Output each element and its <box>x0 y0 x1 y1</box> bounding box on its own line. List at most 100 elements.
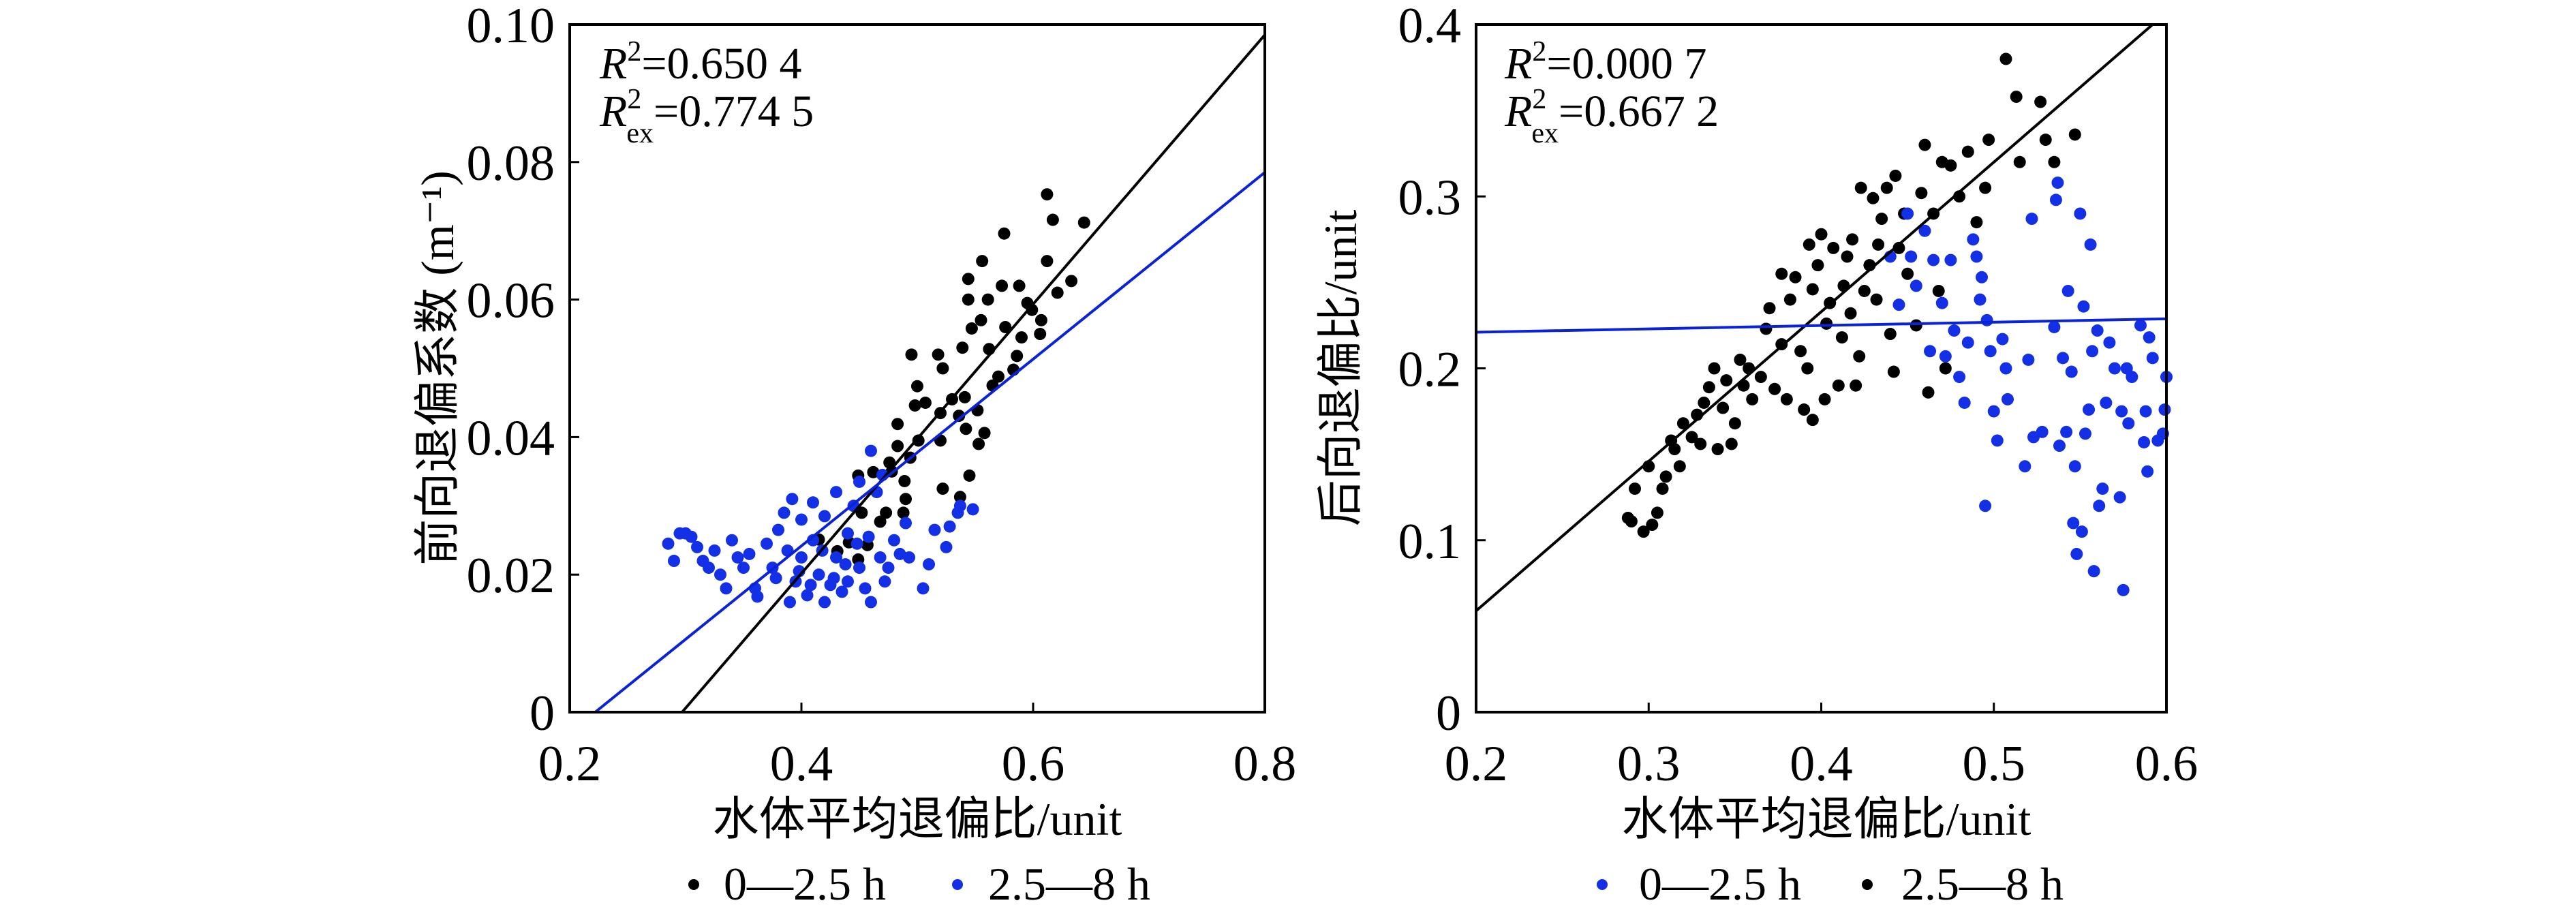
left-x-tick-label: 0.4 <box>770 736 833 792</box>
right-point-black-44 <box>1827 241 1840 254</box>
right-point-black-2 <box>1628 482 1641 495</box>
right-point-blue-4 <box>1910 279 1922 292</box>
left-point-blue-7 <box>703 562 715 574</box>
left-point-blue-8 <box>708 544 721 557</box>
left-point-blue-34 <box>830 486 842 499</box>
right-point-blue-35 <box>2053 440 2066 452</box>
right-point-blue-3 <box>1905 250 1918 263</box>
left-point-black-11 <box>981 293 994 306</box>
right-point-blue-11 <box>1948 324 1961 337</box>
right-point-blue-64 <box>2138 435 2151 448</box>
right-r2-annotation: R2=0.000 7 <box>1504 36 1707 89</box>
left-point-blue-66 <box>827 572 840 585</box>
left-point-blue-40 <box>853 475 865 488</box>
right-legend: 0—2.5 h 2.5—8 h <box>1597 858 2064 905</box>
left-fit-line-black <box>681 33 1265 712</box>
right-point-blue-42 <box>2070 547 2083 560</box>
right-point-black-17 <box>1702 381 1715 394</box>
right-point-black-59 <box>1892 241 1905 254</box>
right-point-blue-25 <box>1999 362 2012 375</box>
right-fit-line-blue_line <box>1476 317 2166 334</box>
left-point-blue-42 <box>862 530 875 543</box>
left-x-tick-label: 0.6 <box>1002 736 1065 792</box>
left-point-blue-12 <box>731 551 744 564</box>
right-point-black-46 <box>1835 331 1848 344</box>
right-point-black-70 <box>1944 159 1957 172</box>
left-point-black-28 <box>958 390 971 403</box>
right-point-black-80 <box>2039 134 2052 147</box>
right-point-black-35 <box>1789 271 1802 283</box>
right-point-blue-58 <box>2115 405 2128 418</box>
right-y-tick-label: 0.1 <box>1398 514 1462 570</box>
left-point-black-52 <box>880 506 893 519</box>
right-point-black-61 <box>1901 267 1914 280</box>
left-point-black-46 <box>936 482 949 495</box>
right-y-tick-label: 0.3 <box>1398 170 1462 226</box>
left-point-black-38 <box>912 434 925 447</box>
right-point-blue-63 <box>2134 319 2147 332</box>
left-point-blue-14 <box>743 547 756 560</box>
right-point-black-84 <box>1806 414 1819 427</box>
left-point-blue-4 <box>685 530 698 543</box>
left-x-tick-label: 0.8 <box>1233 736 1297 792</box>
left-point-black-14 <box>1034 313 1047 326</box>
left-point-blue-31 <box>818 510 831 523</box>
left-point-blue-56 <box>928 523 941 536</box>
right-point-blue-12 <box>1953 371 1966 384</box>
left-point-black-3 <box>998 227 1011 240</box>
left-point-black-50 <box>867 465 880 478</box>
right-point-blue-19 <box>1979 500 1992 512</box>
right-point-black-42 <box>1818 393 1831 405</box>
right-point-black-74 <box>1979 181 1992 194</box>
right-point-blue-61 <box>2122 417 2135 430</box>
right-point-black-37 <box>1798 403 1811 416</box>
right-point-black-56 <box>1880 181 1893 194</box>
left-point-blue-50 <box>888 534 900 547</box>
right-point-black-49 <box>1850 379 1862 392</box>
right-point-blue-41 <box>2068 460 2081 473</box>
right-x-tick-label: 0.6 <box>2135 736 2198 792</box>
right-point-blue-14 <box>1961 336 1974 349</box>
right-point-black-85 <box>1854 181 1867 194</box>
right-x-axis-title: 水体平均退偏比/unit <box>1622 793 2031 845</box>
right-point-black-3 <box>1637 525 1650 538</box>
right-point-blue-47 <box>2083 403 2096 416</box>
left-point-black-10 <box>1051 286 1064 299</box>
right-point-black-73 <box>1970 216 1983 229</box>
right-y-tick-label: 0 <box>1436 686 1461 741</box>
right-point-black-29 <box>1760 322 1773 335</box>
right-point-blue-18 <box>1976 271 1989 283</box>
left-point-blue-9 <box>714 568 726 581</box>
left-point-black-8 <box>996 279 1009 292</box>
right-point-blue-57 <box>2113 491 2126 504</box>
left-point-black-12 <box>962 293 975 306</box>
left-point-black-63 <box>1015 331 1028 344</box>
left-point-blue-69 <box>769 572 782 585</box>
left-point-black-48 <box>900 493 912 506</box>
left-y-tick-label: 0.04 <box>467 410 555 466</box>
right-point-black-12 <box>1676 417 1689 430</box>
left-chart: 0.2 0.4 0.6 0.8 0 0.02 0.04 0.06 0.08 0.10 R2=0.6… <box>412 0 1296 905</box>
left-point-black-19 <box>905 348 918 361</box>
right-ticks: 0.2 0.3 0.4 0.5 0.6 0 0.1 0.2 0.3 0.4 <box>1398 0 2198 792</box>
right-point-black-57 <box>1884 328 1897 341</box>
left-point-black-51 <box>855 506 868 519</box>
left-point-black-15 <box>999 320 1012 333</box>
right-point-blue-2 <box>1901 207 1914 220</box>
right-point-black-34 <box>1783 293 1796 306</box>
right-point-blue-24 <box>1996 333 2009 346</box>
left-point-black-32 <box>953 410 966 423</box>
left-x-tick-label: 0.2 <box>538 736 602 792</box>
right-point-black-76 <box>1999 52 2012 65</box>
left-plot-frame <box>568 23 1266 714</box>
right-point-blue-10 <box>1944 254 1957 266</box>
left-y-tick-label: 0.02 <box>467 548 555 604</box>
right-point-blue-43 <box>2074 207 2087 220</box>
right-point-blue-51 <box>2091 324 2104 337</box>
left-point-blue-17 <box>761 537 773 550</box>
right-point-black-63 <box>1915 187 1928 200</box>
left-point-black-1 <box>1046 213 1059 226</box>
left-point-black-0 <box>1041 188 1054 201</box>
right-point-blue-33 <box>2049 194 2062 206</box>
